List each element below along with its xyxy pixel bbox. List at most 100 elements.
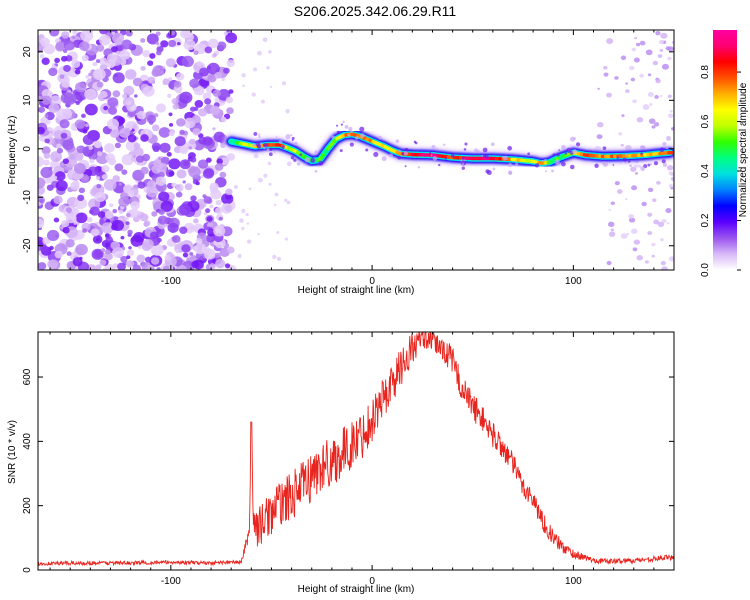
y-tick-label: -10 [22, 190, 33, 205]
noise-blob [99, 259, 107, 266]
noise-speck [630, 166, 637, 172]
ridge-speck [314, 150, 318, 155]
noise-blob [168, 130, 175, 137]
colorbar-tick-label: 0.2 [700, 213, 711, 227]
ridge-speck [602, 146, 607, 151]
noise-blob [209, 204, 214, 209]
noise-blob [62, 139, 74, 151]
noise-speck [651, 125, 656, 129]
noise-blob [109, 129, 120, 139]
noise-blob [121, 39, 133, 50]
noise-blob [95, 59, 101, 63]
noise-speck [633, 239, 641, 245]
noise-blob [155, 176, 167, 186]
noise-blob [189, 106, 196, 112]
noise-blob [158, 127, 171, 138]
noise-blob [103, 105, 109, 111]
noise-blob [205, 208, 211, 214]
colorbar-tick-label: 0.0 [700, 263, 711, 277]
ridge-speck [592, 148, 595, 151]
ridge-speck [573, 137, 576, 140]
ridge-speck [666, 135, 671, 141]
noise-blob [125, 260, 135, 268]
noise-speck [245, 212, 249, 217]
ridge-speck [268, 152, 273, 157]
noise-speck [642, 104, 650, 110]
noise-blob [107, 106, 118, 115]
noise-blob [101, 165, 110, 173]
noise-blob [84, 88, 97, 101]
noise-blob [176, 88, 182, 94]
ridge-speck [515, 162, 519, 166]
noise-speck [610, 228, 615, 232]
noise-blob [162, 186, 167, 190]
noise-blob [160, 40, 169, 48]
noise-speck [596, 134, 603, 140]
noise-speck [639, 40, 646, 46]
noise-blob [207, 38, 219, 49]
colorbar-ticks: 0.0 0.2 0.4 0.6 0.8 [700, 65, 741, 277]
noise-blob [130, 201, 140, 210]
noise-blob [176, 169, 187, 179]
noise-speck [260, 99, 265, 104]
x-tick-label: 0 [369, 276, 375, 287]
noise-speck [647, 91, 654, 98]
noise-blob [151, 211, 158, 217]
x-tick-label: -100 [161, 276, 181, 287]
noise-blob [136, 111, 146, 120]
ridge-speck [566, 147, 572, 153]
noise-speck [665, 208, 672, 214]
noise-blob [226, 246, 235, 254]
ridge-speck [395, 139, 400, 144]
noise-blob [151, 68, 161, 77]
ridge-speck [431, 144, 436, 150]
noise-speck [596, 122, 604, 128]
noise-blob [55, 41, 66, 51]
noise-blob [96, 151, 103, 156]
snr-series-line [38, 332, 674, 567]
ridge-speck [482, 147, 488, 153]
noise-speck [286, 200, 291, 205]
noise-speck [659, 238, 664, 242]
noise-blob [109, 203, 114, 208]
noise-blob [41, 95, 52, 105]
noise-blob [140, 65, 146, 71]
noise-blob [118, 209, 124, 215]
spectrogram-x-label: Height of straight line (km) [298, 285, 415, 296]
noise-speck [635, 42, 641, 47]
noise-speck [253, 67, 258, 72]
noise-blob [216, 158, 223, 165]
ridge-speck [350, 130, 353, 133]
ridge-speck [490, 142, 495, 147]
noise-blob [181, 55, 194, 68]
noise-speck [246, 239, 252, 244]
noise-blob [134, 94, 138, 98]
ridge-speck [612, 164, 615, 166]
noise-blob [189, 78, 200, 88]
noise-blob [61, 219, 70, 228]
spectrogram-noise [38, 30, 674, 270]
spectrogram-y-label: Frequency (Hz) [7, 116, 18, 185]
noise-blob [59, 119, 70, 129]
noise-blob [152, 145, 160, 153]
noise-blob [112, 263, 119, 269]
ridge-speck [378, 135, 382, 140]
noise-speck [649, 103, 653, 106]
noise-blob [183, 39, 196, 51]
noise-blob [74, 119, 86, 129]
noise-blob [179, 159, 191, 170]
ridge-speck [474, 148, 479, 153]
noise-blob [99, 57, 108, 65]
noise-speck [661, 266, 668, 270]
ridge-speck [296, 162, 301, 166]
noise-speck [272, 254, 277, 259]
noise-blob [114, 38, 123, 46]
spectrogram-ridge [223, 120, 674, 176]
noise-blob [140, 38, 146, 43]
noise-speck [628, 217, 636, 223]
noise-blob [221, 193, 234, 205]
ridge-speck [417, 165, 421, 169]
noise-blob [76, 146, 81, 150]
ridge-speck [413, 140, 417, 144]
ridge-speck [349, 142, 354, 147]
